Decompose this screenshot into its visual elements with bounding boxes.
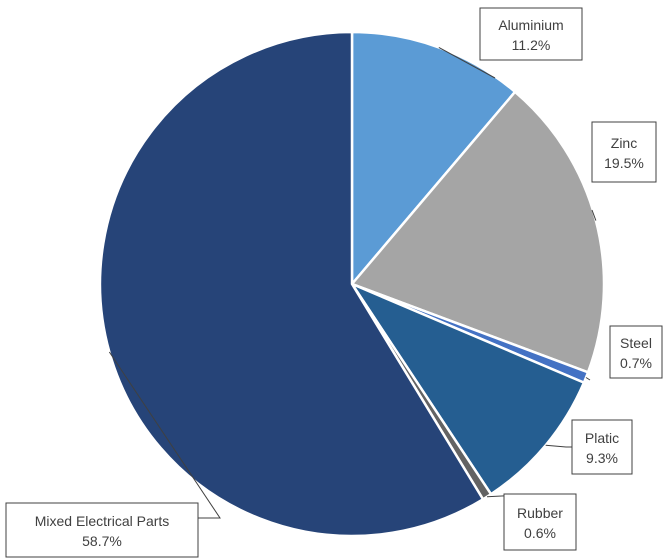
callout-box-steel <box>609 325 663 379</box>
callout-value-platic: 9.3% <box>586 450 618 466</box>
callout-box-mixed-electrical-parts <box>5 502 199 558</box>
callout-box-zinc <box>591 121 657 183</box>
callout-category-platic: Platic <box>585 430 619 446</box>
pie-slice-aluminium <box>350 30 517 286</box>
callout-value-steel: 0.7% <box>620 355 652 371</box>
callout-value-zinc: 19.5% <box>604 155 644 171</box>
callout-category-rubber: Rubber <box>517 505 563 521</box>
leader-line-steel <box>585 377 591 381</box>
leader-line-zinc <box>591 209 597 221</box>
callout-labels: Aluminium 11.2% Zinc 19.5% Steel 0.7% Platic 9.… <box>5 7 663 558</box>
callout-box-aluminium <box>479 7 583 61</box>
callout-box-platic <box>571 419 633 475</box>
callout-value-mixed-electrical-parts: 58.7% <box>82 533 122 549</box>
leader-line-aluminium <box>438 46 496 79</box>
pie-slice-zinc <box>350 90 606 374</box>
pie-slice-platic <box>350 282 586 496</box>
callout-category-steel: Steel <box>620 335 652 351</box>
callout-box-rubber <box>503 493 577 551</box>
leader-line-mixed-electrical-parts <box>108 351 221 519</box>
leader-line-platic <box>545 444 572 448</box>
callout-category-mixed-electrical-parts: Mixed Electrical Parts <box>35 513 170 529</box>
callout-category-zinc: Zinc <box>611 135 637 151</box>
callout-value-aluminium: 11.2% <box>512 37 551 53</box>
pie-slices <box>98 30 606 538</box>
callout-value-rubber: 0.6% <box>524 525 556 541</box>
callout-category-aluminium: Aluminium <box>498 17 563 33</box>
